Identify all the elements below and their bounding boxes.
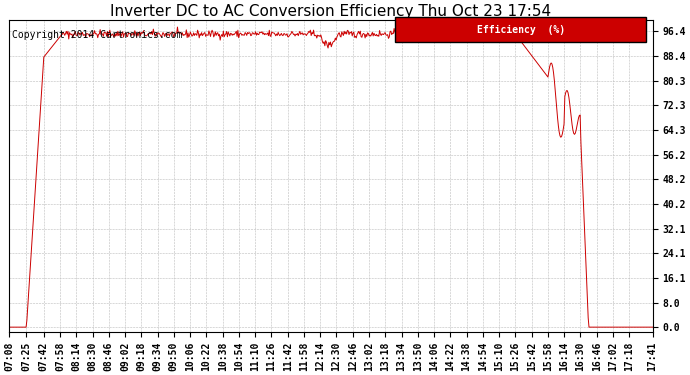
Text: Copyright 2014 Cartronics.com: Copyright 2014 Cartronics.com [12,30,183,40]
FancyBboxPatch shape [395,17,646,42]
Text: Efficiency  (%): Efficiency (%) [477,25,565,35]
Title: Inverter DC to AC Conversion Efficiency Thu Oct 23 17:54: Inverter DC to AC Conversion Efficiency … [110,4,551,19]
